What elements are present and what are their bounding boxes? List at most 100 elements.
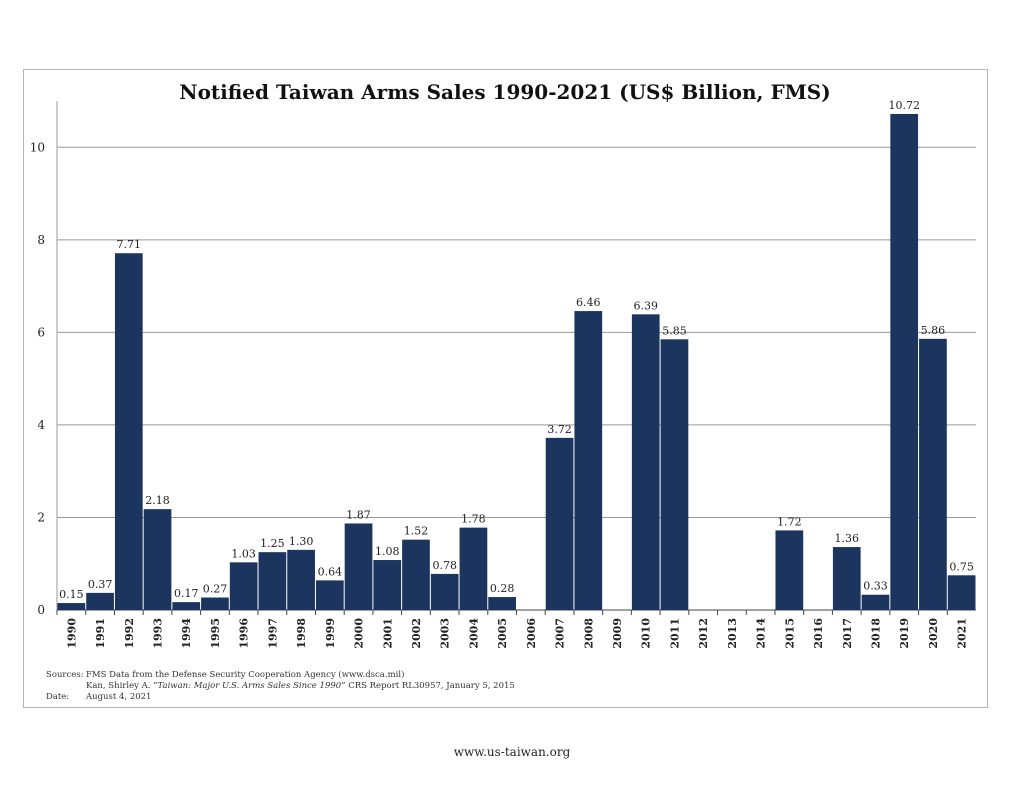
bar (201, 597, 229, 610)
bar (315, 580, 344, 610)
data-label: 5.85 (662, 324, 687, 337)
data-label: 10.72 (888, 99, 920, 112)
x-tick-label: 2021 (956, 618, 969, 649)
data-label: 1.78 (461, 513, 486, 526)
bar (488, 597, 516, 610)
chart-title: Notified Taiwan Arms Sales 1990-2021 (US… (179, 80, 830, 104)
source-crs-report: Kan, Shirley A. “Taiwan: Major U.S. Arms… (86, 681, 515, 691)
x-tick-label: 2010 (640, 618, 653, 649)
bar (459, 527, 488, 610)
date-label: Date: (46, 692, 70, 702)
data-label: 1.08 (375, 545, 400, 558)
website-url: www.us-taiwan.org (453, 745, 571, 759)
bar (890, 113, 919, 610)
sources-row: Sources: FMS Data from the Defense Secur… (46, 670, 515, 681)
x-tick-label: 2015 (783, 618, 796, 649)
y-tick-label: 4 (37, 418, 45, 432)
data-label: 1.03 (231, 547, 256, 560)
x-tick-label: 2001 (381, 618, 394, 649)
date-row: Date: August 4, 2021 (46, 692, 515, 703)
bar (775, 530, 804, 610)
data-label: 0.15 (59, 588, 84, 601)
data-label: 2.18 (145, 494, 170, 507)
x-tick-label: 2006 (525, 618, 538, 649)
chart-frame (23, 69, 988, 708)
x-tick-label: 1991 (94, 618, 107, 649)
bar (574, 311, 603, 610)
x-tick-label: 1998 (295, 618, 308, 649)
x-tick-label: 2007 (554, 618, 567, 649)
y-tick-label: 2 (37, 510, 45, 524)
data-label: 1.30 (289, 535, 314, 548)
bar (861, 594, 890, 610)
data-label: 7.71 (117, 238, 142, 251)
x-tick-label: 2003 (439, 618, 452, 649)
y-tick-label: 10 (30, 140, 45, 154)
x-tick-label: 1995 (209, 618, 222, 649)
bar (631, 314, 660, 610)
data-label: 0.27 (203, 583, 228, 596)
x-tick-label: 1993 (152, 618, 165, 649)
y-tick-label: 6 (37, 325, 45, 339)
x-tick-label: 2020 (927, 618, 940, 649)
x-tick-label: 2011 (668, 618, 681, 649)
data-label: 1.52 (404, 525, 429, 538)
data-label: 6.46 (576, 296, 601, 309)
data-label: 0.28 (490, 582, 515, 595)
data-label: 1.87 (346, 508, 371, 521)
x-tick-label: 2008 (582, 618, 595, 649)
x-tick-label: 2000 (353, 618, 366, 649)
bar (57, 603, 86, 610)
bar (172, 602, 201, 610)
bar (402, 539, 430, 610)
bar (114, 253, 143, 610)
x-tick-label: 2012 (697, 618, 710, 649)
x-tick-label: 2009 (611, 618, 624, 649)
bar (287, 549, 315, 610)
y-tick-label: 8 (37, 233, 45, 247)
data-label: 1.72 (777, 515, 802, 528)
data-label: 1.25 (260, 537, 285, 550)
bar (545, 437, 574, 610)
x-tick-label: 2019 (898, 618, 911, 649)
source-dsca: FMS Data from the Defense Security Coope… (86, 670, 405, 680)
x-tick-label: 1996 (238, 618, 251, 649)
x-tick-label: 2002 (410, 618, 423, 649)
sources-block: Sources: FMS Data from the Defense Secur… (46, 670, 515, 703)
data-label: 0.75 (949, 560, 974, 573)
date-value: August 4, 2021 (86, 692, 152, 702)
bar (86, 592, 114, 610)
bar (143, 509, 172, 610)
x-tick-label: 2018 (869, 618, 882, 649)
x-tick-label: 2004 (467, 618, 480, 649)
x-tick-label: 2013 (726, 618, 739, 649)
bar (344, 523, 373, 610)
bar (430, 573, 459, 610)
x-tick-label: 1990 (65, 618, 78, 649)
x-tick-label: 2005 (496, 618, 509, 649)
bar (660, 339, 689, 610)
bar (229, 562, 258, 610)
data-label: 0.78 (432, 559, 457, 572)
data-label: 1.36 (835, 532, 860, 545)
data-label: 0.37 (88, 578, 113, 591)
data-label: 6.39 (633, 299, 658, 312)
x-tick-label: 1997 (266, 618, 279, 649)
x-tick-label: 2017 (841, 618, 854, 649)
data-label: 0.64 (318, 565, 343, 578)
x-tick-label: 1992 (123, 618, 136, 649)
y-tick-label: 0 (37, 603, 45, 617)
data-label: 5.86 (921, 324, 946, 337)
bar (947, 575, 976, 610)
bar (373, 560, 402, 610)
x-tick-label: 1994 (180, 618, 193, 649)
data-label: 0.33 (863, 580, 888, 593)
bar (832, 547, 861, 610)
sources-label: Sources: (46, 670, 84, 680)
bar (919, 338, 947, 610)
x-tick-label: 2016 (812, 618, 825, 649)
data-label: 3.72 (547, 423, 572, 436)
bar (258, 552, 287, 610)
x-tick-label: 2014 (755, 618, 768, 649)
